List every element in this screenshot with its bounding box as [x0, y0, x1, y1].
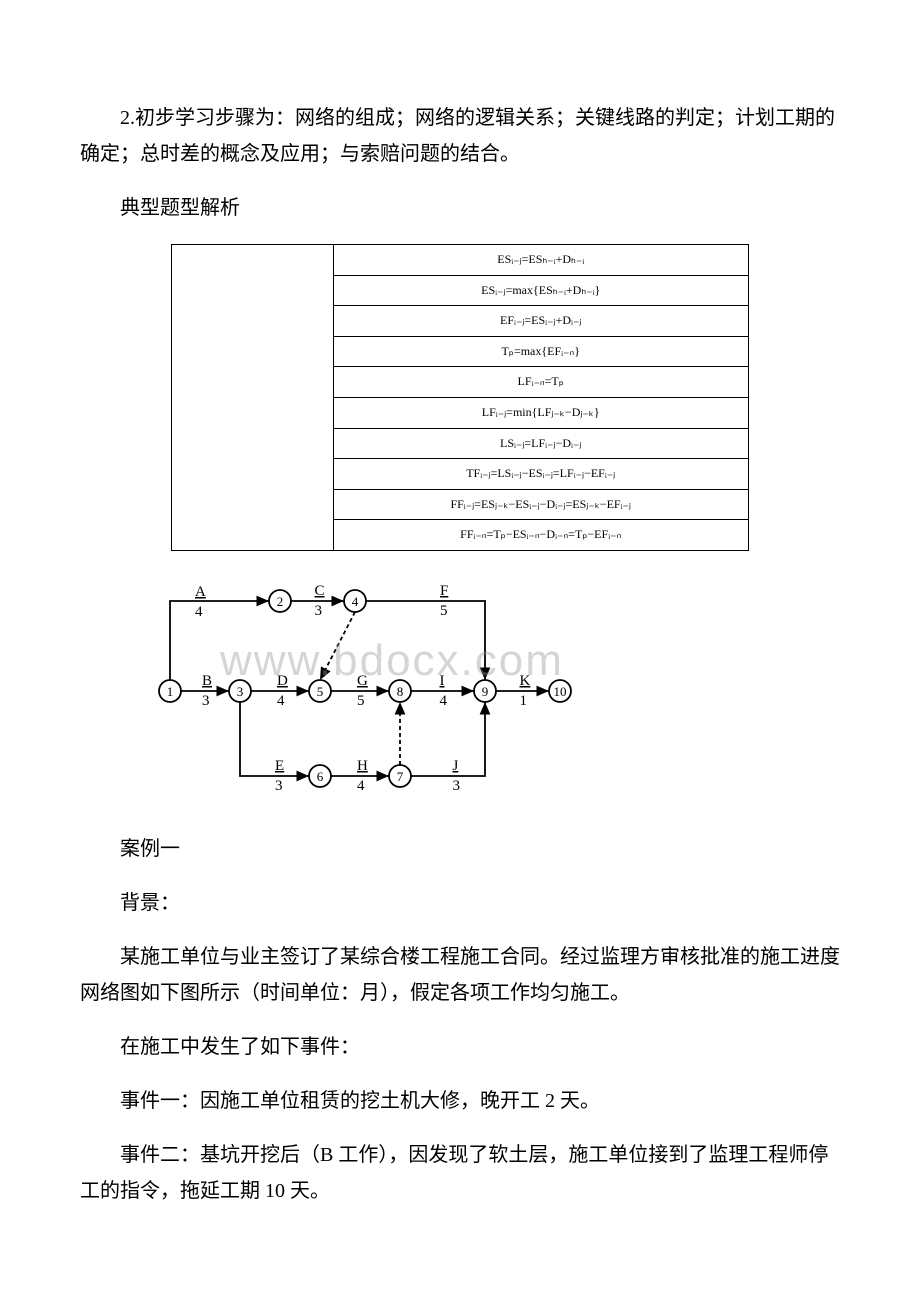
svg-text:4: 4 — [357, 778, 365, 794]
formula-row: LFᵢ₋ⱼ=min{LFⱼ₋ₖ−Dⱼ₋ₖ} — [333, 397, 748, 428]
svg-text:3: 3 — [275, 778, 283, 794]
background-label: 背景： — [80, 885, 840, 921]
case-title: 案例一 — [80, 831, 840, 867]
formula-table: ESᵢ₋ⱼ=ESₕ₋ᵢ+Dₕ₋ᵢ ESᵢ₋ⱼ=max{ESₕ₋ᵢ+Dₕ₋ᵢ} E… — [171, 244, 749, 551]
intro-paragraph-2: 典型题型解析 — [80, 190, 840, 226]
svg-text:4: 4 — [195, 604, 203, 620]
network-diagram: A4B3C3D4E3F5G5H4J3I4K112345678910 www.bd… — [140, 571, 840, 811]
svg-text:A: A — [195, 584, 206, 600]
svg-text:I: I — [440, 673, 445, 689]
case-paragraph-1: 某施工单位与业主签订了某综合楼工程施工合同。经过监理方审核批准的施工进度网络图如… — [80, 939, 840, 1011]
svg-text:E: E — [275, 758, 284, 774]
formula-row: ESᵢ₋ⱼ=max{ESₕ₋ᵢ+Dₕ₋ᵢ} — [333, 275, 748, 306]
svg-text:D: D — [277, 673, 288, 689]
svg-text:5: 5 — [317, 684, 324, 699]
svg-text:H: H — [357, 758, 368, 774]
svg-text:3: 3 — [237, 684, 244, 699]
svg-text:10: 10 — [554, 684, 567, 699]
svg-text:7: 7 — [397, 769, 404, 784]
formula-row: TFᵢ₋ⱼ=LSᵢ₋ⱼ−ESᵢ₋ⱼ=LFᵢ₋ⱼ−EFᵢ₋ⱼ — [333, 459, 748, 490]
formula-row: LFᵢ₋ₙ=Tₚ — [333, 367, 748, 398]
formula-row: EFᵢ₋ⱼ=ESᵢ₋ⱼ+Dᵢ₋ⱼ — [333, 306, 748, 337]
svg-text:8: 8 — [397, 684, 404, 699]
svg-text:9: 9 — [482, 684, 489, 699]
svg-text:5: 5 — [440, 603, 448, 619]
intro-paragraph-1: 2.初步学习步骤为：网络的组成；网络的逻辑关系；关键线路的判定；计划工期的确定；… — [80, 100, 840, 172]
svg-text:1: 1 — [520, 693, 528, 709]
event-2: 事件二：基坑开挖后（B 工作），因发现了软土层，施工单位接到了监理工程师停工的指… — [80, 1137, 840, 1209]
svg-text:G: G — [357, 673, 368, 689]
formula-row: ESᵢ₋ⱼ=ESₕ₋ᵢ+Dₕ₋ᵢ — [333, 245, 748, 276]
svg-text:B: B — [202, 673, 212, 689]
formula-row: LSᵢ₋ⱼ=LFᵢ₋ⱼ−Dᵢ₋ⱼ — [333, 428, 748, 459]
svg-text:4: 4 — [352, 594, 359, 609]
case-paragraph-2: 在施工中发生了如下事件： — [80, 1029, 840, 1065]
svg-text:3: 3 — [315, 603, 323, 619]
svg-text:3: 3 — [202, 693, 210, 709]
formula-row: FFᵢ₋ₙ=Tₚ−ESᵢ₋ₙ−Dᵢ₋ₙ=Tₚ−EFᵢ₋ₙ — [333, 520, 748, 551]
svg-text:3: 3 — [453, 778, 461, 794]
formula-row: Tₚ=max{EFᵢ₋ₙ} — [333, 336, 748, 367]
svg-text:5: 5 — [357, 693, 365, 709]
svg-text:6: 6 — [317, 769, 324, 784]
event-1: 事件一：因施工单位租赁的挖土机大修，晚开工 2 天。 — [80, 1083, 840, 1119]
svg-text:J: J — [453, 758, 459, 774]
formula-row: FFᵢ₋ⱼ=ESⱼ₋ₖ−ESᵢ₋ⱼ−Dᵢ₋ⱼ=ESⱼ₋ₖ−EFᵢ₋ⱼ — [333, 489, 748, 520]
svg-text:K: K — [520, 673, 531, 689]
svg-text:4: 4 — [277, 693, 285, 709]
svg-text:1: 1 — [167, 684, 174, 699]
svg-text:F: F — [440, 583, 448, 599]
svg-text:4: 4 — [440, 693, 448, 709]
svg-text:2: 2 — [277, 594, 284, 609]
svg-text:C: C — [315, 583, 325, 599]
